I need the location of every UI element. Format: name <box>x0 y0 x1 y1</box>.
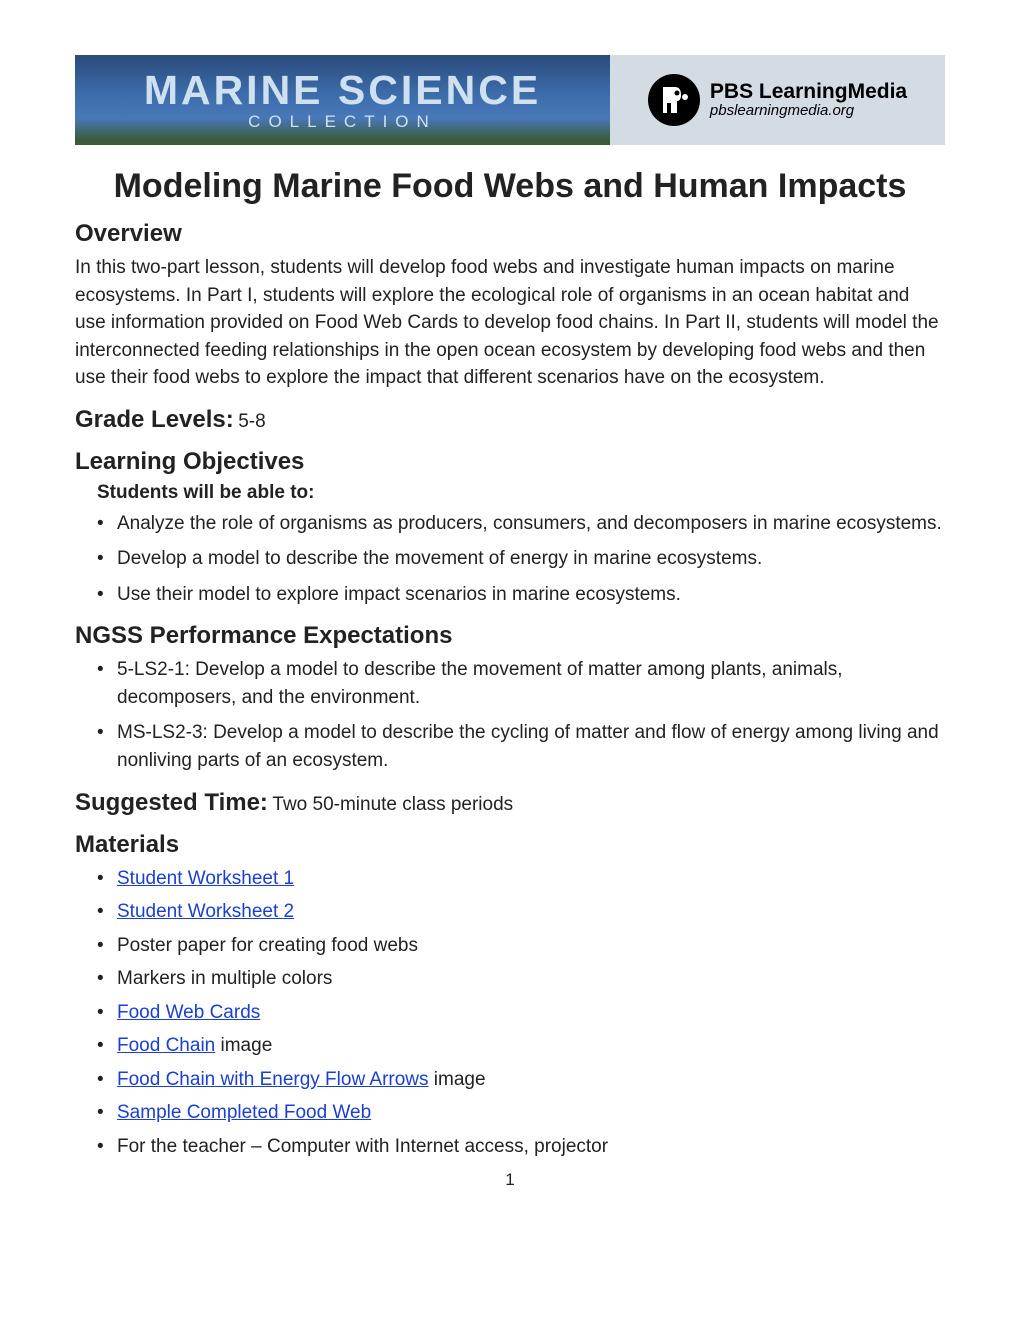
pbs-text-block: PBS LearningMedia pbslearningmedia.org <box>710 80 907 120</box>
material-link[interactable]: Food Chain <box>117 1035 215 1056</box>
document-title: Modeling Marine Food Webs and Human Impa… <box>75 167 945 206</box>
list-item: Sample Completed Food Web <box>97 1099 945 1127</box>
grade-levels-label: Grade Levels: <box>75 406 234 433</box>
banner-right: PBS LearningMedia pbslearningmedia.org <box>610 55 945 145</box>
document-page: MARINE SCIENCE COLLECTION PBS LearningMe… <box>0 0 1020 1220</box>
pbs-brand-text: PBS LearningMedia <box>710 80 907 103</box>
header-banner: MARINE SCIENCE COLLECTION PBS LearningMe… <box>75 55 945 145</box>
banner-left: MARINE SCIENCE COLLECTION <box>75 55 610 145</box>
grade-levels-value: 5-8 <box>238 411 265 432</box>
material-suffix: Poster paper for creating food webs <box>117 935 418 956</box>
list-item: Analyze the role of organisms as produce… <box>97 510 945 538</box>
banner-title-main: MARINE SCIENCE <box>144 70 541 111</box>
material-suffix: For the teacher – Computer with Internet… <box>117 1136 608 1157</box>
objectives-list: Analyze the role of organisms as produce… <box>97 510 945 609</box>
material-link[interactable]: Food Web Cards <box>117 1002 260 1023</box>
banner-title-sub: COLLECTION <box>144 113 541 130</box>
overview-heading: Overview <box>75 220 945 248</box>
material-link[interactable]: Student Worksheet 2 <box>117 901 294 922</box>
material-suffix: image <box>215 1035 272 1056</box>
materials-list: Student Worksheet 1 Student Worksheet 2 Po… <box>97 865 945 1161</box>
material-suffix: Markers in multiple colors <box>117 968 332 989</box>
material-link[interactable]: Student Worksheet 1 <box>117 868 294 889</box>
list-item: For the teacher – Computer with Internet… <box>97 1133 945 1161</box>
ngss-list: 5-LS2-1: Develop a model to describe the… <box>97 656 945 774</box>
overview-text: In this two-part lesson, students will d… <box>75 254 945 392</box>
list-item: MS-LS2-3: Develop a model to describe th… <box>97 719 945 774</box>
suggested-time-value: Two 50-minute class periods <box>272 794 513 815</box>
grade-levels-row: Grade Levels: 5-8 <box>75 406 945 434</box>
suggested-time-label: Suggested Time: <box>75 789 268 816</box>
objectives-subheading: Students will be able to: <box>97 482 945 504</box>
list-item: Student Worksheet 1 <box>97 865 945 893</box>
material-link[interactable]: Sample Completed Food Web <box>117 1102 371 1123</box>
material-link[interactable]: Food Chain with Energy Flow Arrows <box>117 1069 429 1090</box>
banner-title-block: MARINE SCIENCE COLLECTION <box>144 70 541 130</box>
ngss-heading: NGSS Performance Expectations <box>75 622 945 650</box>
page-number: 1 <box>75 1170 945 1190</box>
objectives-heading: Learning Objectives <box>75 448 945 476</box>
pbs-url-text: pbslearningmedia.org <box>710 103 907 120</box>
list-item: Food Chain with Energy Flow Arrows image <box>97 1066 945 1094</box>
suggested-time-row: Suggested Time: Two 50-minute class peri… <box>75 789 945 817</box>
list-item: 5-LS2-1: Develop a model to describe the… <box>97 656 945 711</box>
list-item: Food Web Cards <box>97 999 945 1027</box>
list-item: Develop a model to describe the movement… <box>97 545 945 573</box>
list-item: Food Chain image <box>97 1032 945 1060</box>
material-suffix: image <box>429 1069 486 1090</box>
list-item: Use their model to explore impact scenar… <box>97 581 945 609</box>
list-item: Markers in multiple colors <box>97 965 945 993</box>
pbs-logo-icon <box>648 74 700 126</box>
list-item: Student Worksheet 2 <box>97 898 945 926</box>
materials-heading: Materials <box>75 831 945 859</box>
list-item: Poster paper for creating food webs <box>97 932 945 960</box>
